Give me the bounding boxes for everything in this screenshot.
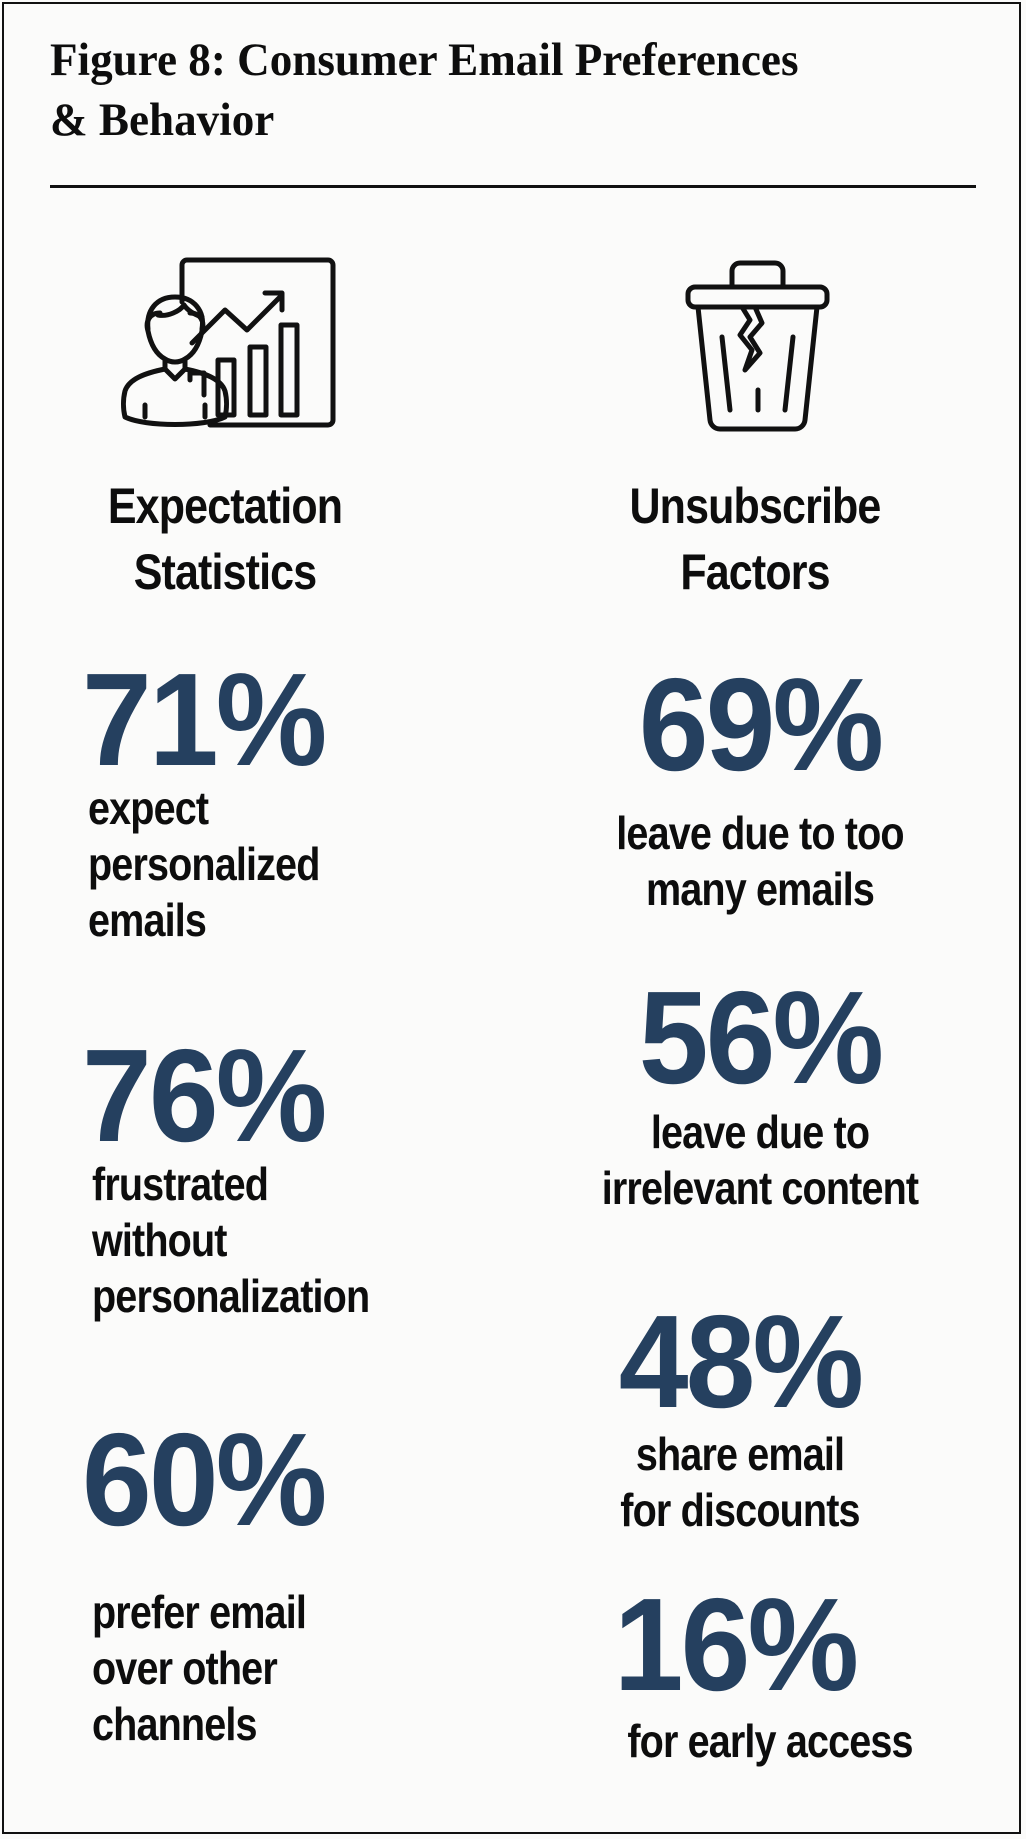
title-divider [50,185,976,188]
stat-value: 71% [82,646,327,793]
stat-label: prefer email over other channels [92,1586,307,1750]
stat-label: share email for discounts [620,1428,860,1536]
stat-value: 69% [638,651,884,798]
stat-frustrated-without-personalization: 76% frustrated without personalization [82,1022,502,1324]
stat-label: leave due to too many emails [616,807,904,915]
stat-value: 60% [82,1406,327,1553]
stat-irrelevant-content: 56% leave due to irrelevant content [555,964,965,1216]
stat-value: 76% [82,1022,327,1169]
person-with-growth-chart-icon [121,257,336,428]
figure-title: Figure 8: Consumer Email Preferences & B… [50,30,952,150]
stat-personalized-expectation: 71% expect personalized emails [82,646,482,948]
stat-label: leave due to irrelevant content [601,1106,919,1214]
figure-title-line1: Figure 8: Consumer Email Preferences [50,34,799,86]
stat-value: 16% [613,1571,859,1718]
broken-trash-can-icon [685,260,830,432]
stat-value: 56% [638,964,884,1111]
stat-label: expect personalized emails [88,782,320,946]
stat-value: 48% [618,1288,864,1435]
figure-title-line2: & Behavior [50,94,275,146]
stat-label: frustrated without personalization [92,1158,370,1322]
stat-prefer-email: 60% prefer email over other channels [82,1406,482,1752]
stat-label: for early access [627,1715,913,1767]
unsubscribe-factors-heading: Unsubscribe Factors [629,478,881,600]
stat-too-many-emails: 69% leave due to too many emails [560,651,960,917]
stat-early-access: 16% for early access [560,1579,980,1769]
stat-share-for-discounts: 48% share email for discounts [540,1288,940,1538]
expectation-statistics-heading: Expectation Statistics [107,478,343,600]
